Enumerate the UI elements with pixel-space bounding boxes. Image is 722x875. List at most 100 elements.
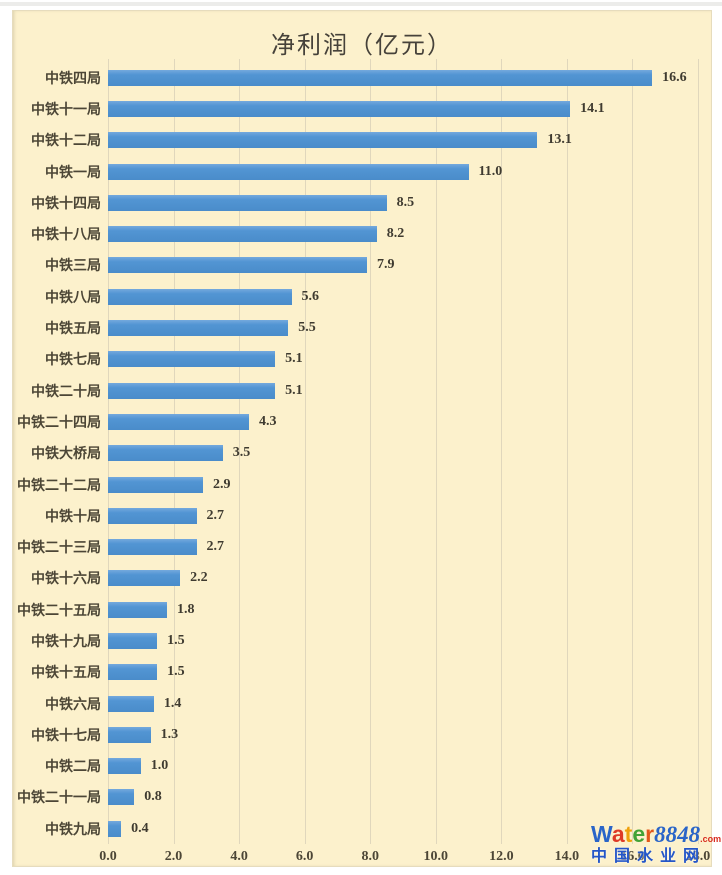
bar-row: 中铁二十局 5.1	[13, 375, 713, 406]
category-label: 中铁二十四局	[17, 415, 101, 431]
gridline	[566, 59, 568, 844]
bar-row: 中铁十局 2.7	[13, 500, 713, 531]
bar	[108, 413, 249, 430]
bar	[108, 695, 154, 712]
category-label: 中铁六局	[45, 697, 101, 713]
value-label: 5.1	[285, 382, 303, 398]
watermark: Water8848.com 中国水业网	[591, 821, 722, 865]
bar	[108, 539, 197, 556]
bar	[108, 570, 181, 587]
gridline	[304, 59, 306, 844]
category-label: 中铁十六局	[31, 572, 101, 588]
bar-track: 16.6	[108, 62, 713, 93]
bar-row: 中铁三局 7.9	[13, 250, 713, 281]
bar-track: 0.8	[108, 782, 713, 813]
bar-track: 4.3	[108, 406, 713, 437]
watermark-logo: Water8848.com	[591, 821, 722, 847]
bar	[108, 69, 653, 86]
bar-row: 中铁十五局 1.5	[13, 657, 713, 688]
bar-track: 8.5	[108, 187, 713, 218]
bar-row: 中铁大桥局 3.5	[13, 438, 713, 469]
category-label: 中铁三局	[45, 259, 101, 275]
x-tick-label: 10.0	[423, 849, 449, 864]
bar	[108, 288, 292, 305]
bar	[108, 194, 387, 211]
category-label: 中铁一局	[45, 165, 101, 181]
value-label: 2.7	[206, 539, 225, 555]
top-divider	[0, 2, 722, 6]
bar-row: 中铁七局 5.1	[13, 344, 713, 375]
value-label: 5.1	[285, 351, 303, 367]
category-label: 中铁十九局	[31, 634, 101, 650]
bar-row: 中铁二十二局 2.9	[13, 469, 713, 500]
bar-row: 中铁十二局 13.1	[13, 125, 713, 156]
bar-track: 1.3	[108, 719, 713, 750]
bar-row: 中铁五局 5.5	[13, 312, 713, 343]
x-tick-label: 16.0	[620, 849, 645, 864]
x-tick-label: 0.0	[99, 849, 117, 864]
value-label: 1.5	[167, 664, 185, 680]
bar-track: 2.7	[108, 531, 713, 562]
category-label: 中铁十一局	[31, 102, 101, 118]
category-label: 中铁二十五局	[17, 603, 101, 619]
value-label: 8.2	[386, 226, 405, 242]
x-tick-label: 4.0	[230, 849, 248, 864]
bar-track: 1.5	[108, 657, 713, 688]
x-tick-label: 8.0	[361, 849, 379, 864]
bar-row: 中铁十六局 2.2	[13, 563, 713, 594]
bar-track: 8.2	[108, 218, 713, 249]
bar	[108, 507, 197, 524]
bar-track: 1.0	[108, 751, 713, 782]
category-label: 中铁十局	[45, 509, 101, 525]
category-label: 中铁二局	[45, 760, 101, 776]
watermark-subtitle: 中国水业网	[591, 848, 707, 865]
bar-track: 5.6	[108, 281, 713, 312]
bar	[108, 664, 158, 681]
value-label: 16.6	[662, 69, 687, 85]
x-tick-label: 18.0	[685, 849, 711, 864]
bar-track: 5.5	[108, 312, 713, 343]
bar-row: 中铁十八局 8.2	[13, 218, 713, 249]
gridline	[370, 59, 372, 844]
value-label: 0.4	[131, 820, 149, 836]
category-label: 中铁十五局	[31, 666, 101, 682]
gridline	[435, 59, 437, 844]
bar-row: 中铁九局 0.4	[13, 813, 713, 844]
bar-track: 2.2	[108, 563, 713, 594]
bar-row: 中铁二十四局 4.3	[13, 406, 713, 437]
bar	[108, 476, 204, 493]
bar-row: 中铁十四局 8.5	[13, 187, 713, 218]
value-label: 1.8	[177, 601, 195, 617]
value-label: 1.3	[160, 726, 179, 742]
bar	[108, 632, 158, 649]
x-tick-label: 14.0	[554, 849, 580, 864]
bar-track: 3.5	[108, 438, 713, 469]
bar	[108, 789, 135, 806]
bar	[108, 100, 571, 117]
value-label: 1.5	[167, 632, 185, 648]
bar	[108, 758, 141, 775]
bar-track: 2.9	[108, 469, 713, 500]
bar-track: 14.1	[108, 93, 713, 124]
category-label: 中铁十二局	[31, 134, 101, 150]
category-label: 中铁七局	[45, 353, 101, 369]
value-label: 2.7	[206, 507, 225, 523]
value-label: 1.4	[163, 695, 182, 711]
category-label: 中铁十七局	[31, 728, 101, 744]
bar-row: 中铁四局 16.6	[13, 62, 713, 93]
bar-row: 中铁一局 11.0	[13, 156, 713, 187]
value-label: 8.5	[396, 194, 415, 210]
bar-row: 中铁八局 5.6	[13, 281, 713, 312]
bar-track: 11.0	[108, 156, 713, 187]
x-axis: 0.0 2.0 4.0 6.0 8.0 10.0 12.0 14.0 16.0 18.0	[99, 849, 710, 869]
category-label: 中铁二十三局	[17, 541, 101, 557]
bar-row: 中铁十九局 1.5	[13, 625, 713, 656]
bar-track: 1.8	[108, 594, 713, 625]
bar-track: 5.1	[108, 375, 713, 406]
bar-row: 中铁二十五局 1.8	[13, 594, 713, 625]
value-label: 13.1	[547, 132, 572, 148]
bar	[108, 820, 122, 837]
value-label: 5.6	[301, 288, 320, 304]
value-label: 2.2	[190, 570, 208, 586]
